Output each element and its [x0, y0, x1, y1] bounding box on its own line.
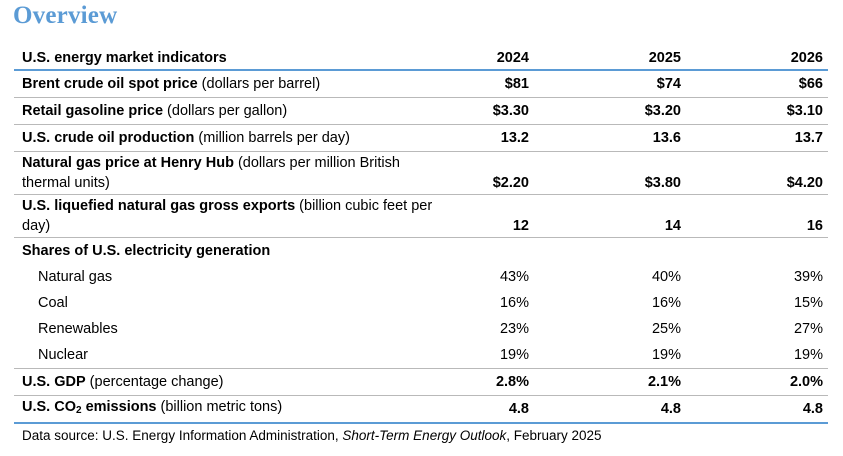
header-year: 2024: [496, 49, 529, 66]
row-value: 25%: [651, 321, 681, 337]
row-value: $3.30: [492, 103, 529, 119]
table-row: Natural gas 43% 40% 39%: [14, 264, 828, 290]
header-year: 2026: [790, 49, 823, 66]
row-value: 12: [512, 218, 529, 234]
row-value: 4.8: [508, 401, 529, 417]
row-value: 14: [664, 218, 681, 234]
table-row: U.S. CO2 emissions (billion metric tons)…: [14, 396, 828, 424]
table-row: U.S. crude oil production (million barre…: [14, 125, 828, 152]
row-value: 4.8: [802, 401, 823, 417]
row-value: 2.8%: [495, 374, 529, 390]
row-label: U.S. crude oil production (million barre…: [22, 130, 350, 146]
row-label: Natural gas: [38, 269, 113, 285]
row-value: $4.20: [786, 175, 823, 191]
row-value: $74: [656, 76, 681, 92]
row-value: 4.8: [660, 401, 681, 417]
table-row: U.S. liquefied natural gas gross exports…: [14, 195, 828, 238]
row-value: 16: [806, 218, 823, 234]
row-label: Natural gas price at Henry Hub (dollars …: [22, 155, 400, 191]
section-heading-row: Shares of U.S. electricity generation: [14, 238, 828, 264]
row-value: 19%: [499, 347, 529, 363]
table-row: U.S. GDP (percentage change) 2.8% 2.1% 2…: [14, 369, 828, 396]
table-row: Brent crude oil spot price (dollars per …: [14, 71, 828, 98]
table-row: Nuclear 19% 19% 19%: [14, 342, 828, 369]
row-label: U.S. liquefied natural gas gross exports…: [22, 198, 433, 234]
section-heading: Shares of U.S. electricity generation: [22, 243, 271, 259]
row-value: 15%: [793, 295, 823, 311]
row-value: $3.80: [644, 175, 681, 191]
indicators-table: U.S. energy market indicators 2024 2025 …: [14, 46, 828, 424]
page-title: Overview: [13, 2, 118, 29]
row-label: U.S. CO2 emissions (billion metric tons): [22, 399, 283, 416]
row-value: 23%: [499, 321, 529, 337]
table-row: Natural gas price at Henry Hub (dollars …: [14, 152, 828, 195]
table-row: Retail gasoline price (dollars per gallo…: [14, 98, 828, 125]
row-label: U.S. GDP (percentage change): [22, 374, 224, 390]
row-value: 43%: [499, 269, 529, 285]
row-label: Retail gasoline price (dollars per gallo…: [22, 103, 288, 119]
row-label: Nuclear: [38, 347, 88, 363]
row-value: 2.0%: [789, 374, 823, 390]
header-year: 2025: [648, 49, 681, 66]
row-value: 16%: [651, 295, 681, 311]
row-value: 13.7: [794, 130, 823, 146]
table-row: Coal 16% 16% 15%: [14, 290, 828, 316]
header-label: U.S. energy market indicators: [22, 49, 227, 66]
row-value: $3.20: [644, 103, 681, 119]
data-source-note: Data source: U.S. Energy Information Adm…: [22, 428, 602, 443]
row-label: Coal: [38, 295, 68, 311]
row-value: 40%: [651, 269, 681, 285]
row-value: $3.10: [786, 103, 823, 119]
table-row: Renewables 23% 25% 27%: [14, 316, 828, 342]
row-value: 13.2: [500, 130, 529, 146]
row-value: $81: [504, 76, 529, 92]
row-value: 2.1%: [647, 374, 681, 390]
row-value: 19%: [793, 347, 823, 363]
row-value: $66: [798, 76, 823, 92]
row-label: Renewables: [38, 321, 118, 337]
row-value: 16%: [499, 295, 529, 311]
table-header: U.S. energy market indicators 2024 2025 …: [14, 46, 828, 71]
row-value: 13.6: [652, 130, 681, 146]
row-value: $2.20: [492, 175, 529, 191]
row-label: Brent crude oil spot price (dollars per …: [22, 76, 321, 92]
row-value: 39%: [793, 269, 823, 285]
row-value: 27%: [793, 321, 823, 337]
row-value: 19%: [651, 347, 681, 363]
